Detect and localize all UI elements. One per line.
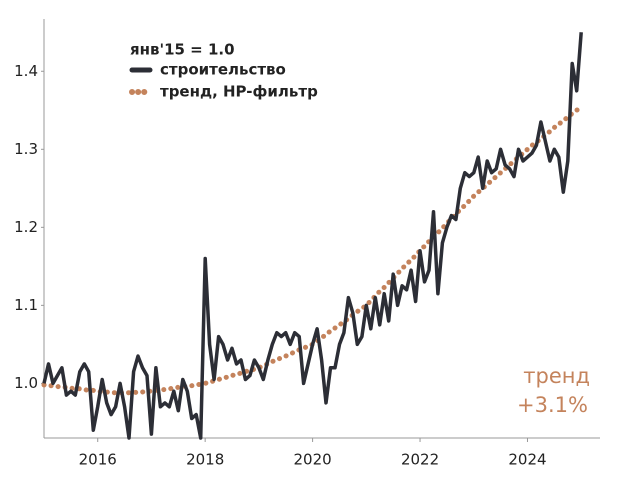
x-tick-label: 2016: [79, 451, 117, 469]
legend-label: тренд, HP-фильтр: [160, 83, 318, 101]
data-line: [42, 32, 583, 440]
y-tick-label: 1.4: [14, 62, 38, 80]
x-tick-label: 2018: [186, 451, 224, 469]
annotation: +3.1%: [517, 393, 588, 417]
y-tick-label: 1.0: [14, 374, 38, 392]
y-tick-label: 1.2: [14, 218, 38, 236]
annotation: тренд: [523, 364, 590, 388]
y-tick-label: 1.3: [14, 140, 38, 158]
x-tick-label: 2024: [508, 451, 546, 469]
legend-label: строительство: [160, 61, 286, 79]
x-tick-label: 2022: [401, 451, 439, 469]
x-tick-label: 2020: [294, 451, 332, 469]
annotation: янв'15 = 1.0: [130, 41, 235, 59]
y-tick-label: 1.1: [14, 296, 38, 314]
